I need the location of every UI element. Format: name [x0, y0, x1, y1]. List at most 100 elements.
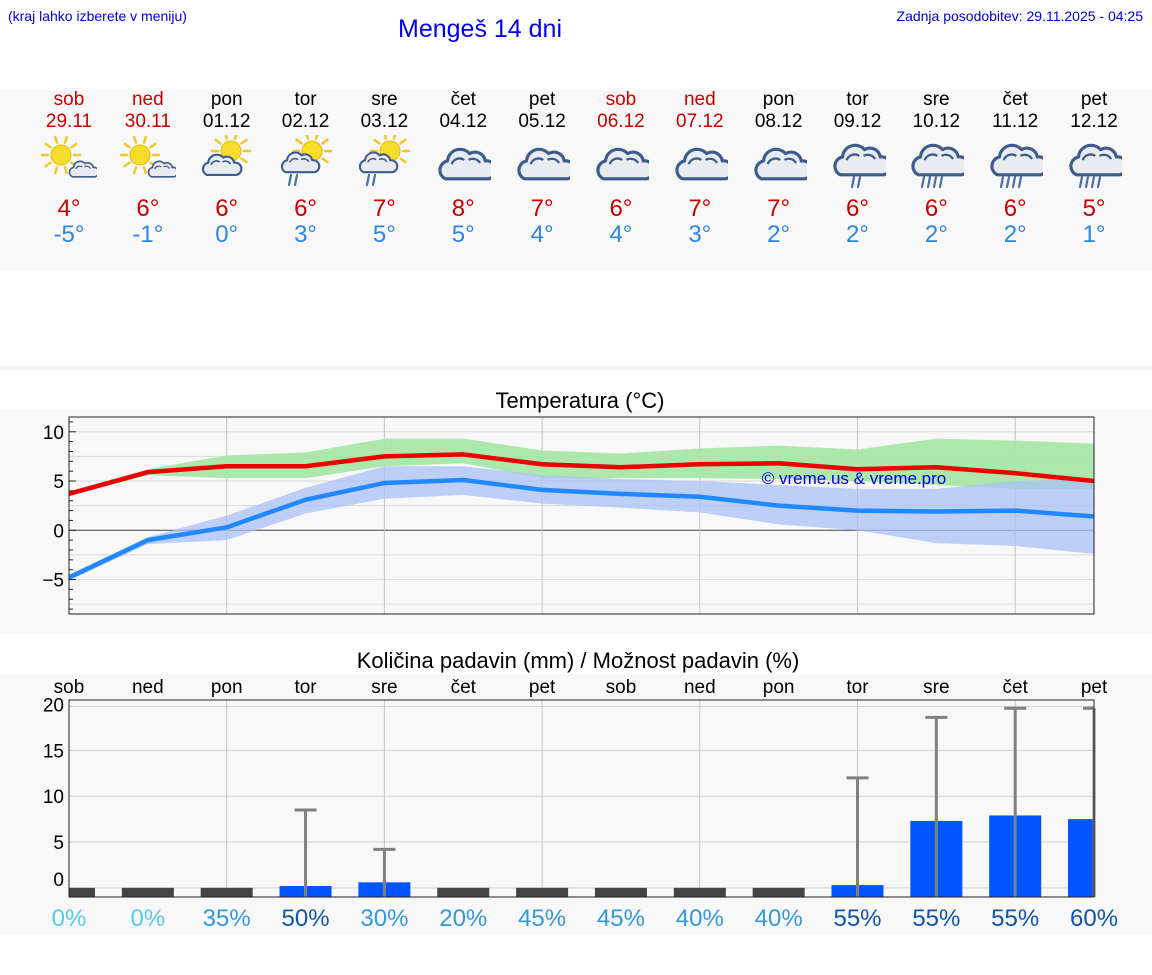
tmax-line: [68, 452, 1095, 496]
day-tmax: 6°: [924, 195, 948, 222]
day-tmin: 2°: [1003, 221, 1027, 248]
day-name: pon: [210, 89, 243, 110]
day-date: 02.12: [281, 111, 330, 132]
precip-day-label: pon: [763, 677, 795, 698]
precip-bar: [594, 887, 647, 897]
precip-bar: [516, 887, 569, 897]
day-column: sre 10.12 6° 2°: [896, 89, 976, 259]
day-name: ned: [131, 89, 164, 110]
day-column: ned 07.12 7° 3°: [660, 89, 740, 259]
day-name: ned: [683, 89, 716, 110]
precip-day-label: tor: [846, 677, 869, 698]
day-column: čet 04.12 8° 5°: [423, 89, 503, 259]
precip-probability: 55%: [833, 905, 881, 932]
precip-day-label: sre: [923, 677, 949, 698]
day-name: sre: [923, 89, 950, 110]
day-tmin: -1°: [132, 221, 164, 248]
cloud-light-rain-icon: [830, 135, 892, 191]
precip-chart-title: Količina padavin (mm) / Možnost padavin …: [357, 648, 800, 673]
day-tmin: 2°: [924, 221, 948, 248]
precip-plot-frame: [68, 699, 1095, 898]
temp-y-tick-label: 10: [43, 423, 64, 444]
day-name: pet: [1080, 89, 1108, 110]
day-tmax: 5°: [1082, 195, 1106, 222]
precip-bar: [200, 887, 253, 897]
precip-probability: 40%: [676, 905, 724, 932]
day-date: 04.12: [439, 111, 488, 132]
day-tmin: 4°: [530, 221, 554, 248]
day-tmax: 6°: [215, 195, 239, 222]
precip-probability: 35%: [203, 905, 251, 932]
day-date: 30.11: [124, 111, 171, 132]
day-column: sob 29.11 4° -5°: [29, 89, 109, 259]
temp-y-axis: 10 5 0 −5: [42, 421, 76, 610]
day-column: sob 06.12 6° 4°: [581, 89, 661, 259]
precip-day-label: ned: [132, 677, 164, 698]
precip-probability: 30%: [360, 905, 408, 932]
day-tmin: 0°: [215, 221, 239, 248]
day-date: 12.12: [1070, 111, 1118, 132]
day-tmax: 6°: [609, 195, 633, 222]
day-name: pet: [528, 89, 556, 110]
precip-day-label: pon: [211, 677, 243, 698]
tmin-line: [68, 477, 1095, 580]
day-tmin: 3°: [688, 221, 712, 248]
day-tmax: 6°: [846, 195, 869, 222]
precip-day-label: čet: [1003, 677, 1029, 698]
precip-bar: [437, 887, 490, 897]
day-column: pet 12.12 5° 1°: [1054, 89, 1134, 259]
day-date: 11.12: [992, 111, 1039, 132]
cloud-icon: [751, 135, 814, 191]
day-tmax: 7°: [530, 195, 554, 222]
precip-probability: 20%: [439, 905, 487, 932]
precip-bar: [1068, 819, 1094, 897]
day-name: čet: [1002, 89, 1028, 110]
sun-cloud-icon: [119, 135, 179, 191]
precip-y-tick-label: 10: [43, 787, 64, 808]
day-name: čet: [450, 89, 476, 110]
day-column: ned 30.11 6° -1°: [108, 89, 188, 259]
day-date: 05.12: [518, 111, 566, 132]
day-column: sre 03.12 7° 5°: [344, 89, 424, 259]
precip-day-labels: sob ned pon tor sre čet pet sob ned pon tor sre čet p…: [54, 677, 1108, 698]
day-tmin: 2°: [767, 221, 791, 248]
day-date: 03.12: [360, 111, 409, 132]
day-name: pon: [762, 89, 795, 110]
precip-day-label: sob: [54, 677, 85, 698]
temp-y-tick-label: −5: [42, 571, 64, 592]
precip-y-tick-label: 20: [43, 696, 64, 717]
menu-hint: (kraj lahko izberete v meniju): [8, 8, 187, 24]
temp-y-tick-label: 5: [53, 472, 64, 493]
day-name: sre: [371, 89, 398, 110]
precip-day-label: pet: [1081, 677, 1108, 698]
precip-day-label: čet: [451, 677, 477, 698]
day-tmin: 5°: [372, 221, 396, 248]
precipitation-chart: Količina padavin (mm) / Možnost padavin …: [43, 648, 1118, 932]
day-name: sob: [605, 89, 637, 110]
forecast-strip: [0, 90, 1152, 270]
day-column: pet 05.12 7° 4°: [502, 89, 582, 259]
precip-probability: 40%: [755, 905, 803, 932]
day-tmax: 7°: [372, 195, 396, 222]
day-date: 07.12: [676, 111, 724, 132]
precip-probability: 60%: [1070, 905, 1118, 932]
day-tmin: 1°: [1082, 221, 1106, 248]
day-tmax: 6°: [294, 195, 318, 222]
precip-bar: [69, 887, 95, 897]
sun-cloud-icon: [40, 135, 100, 191]
precip-y-tick-label: 15: [43, 741, 64, 762]
precip-day-label: sob: [606, 677, 637, 698]
temp-chart-title: Temperatura (°C): [496, 388, 665, 413]
temp-y-tick-label: 0: [53, 521, 64, 542]
precip-probability: 45%: [518, 905, 566, 932]
day-date: 06.12: [597, 111, 645, 132]
temp-lines: [68, 452, 1095, 580]
precip-probability: 45%: [597, 905, 645, 932]
day-tmin: 3°: [294, 221, 318, 248]
precip-y-tick-label: 5: [53, 833, 64, 854]
precip-day-label: tor: [294, 677, 317, 698]
day-tmax: 7°: [767, 195, 791, 222]
temperature-chart: Temperatura (°C) 10 5 0 −5 © vreme.us & vre…: [42, 388, 1095, 615]
day-date: 10.12: [912, 111, 961, 132]
